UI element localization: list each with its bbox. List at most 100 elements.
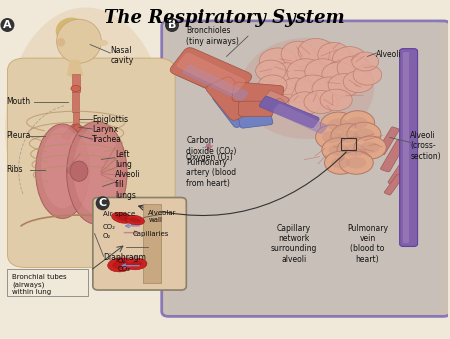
Text: CO₂: CO₂ xyxy=(103,224,116,230)
Text: Larynx: Larynx xyxy=(92,125,118,134)
FancyBboxPatch shape xyxy=(265,91,289,106)
Text: Alveoli: Alveoli xyxy=(376,50,402,59)
Text: Capillary
network
surrounding
alveoli: Capillary network surrounding alveoli xyxy=(270,223,317,264)
Ellipse shape xyxy=(295,75,331,101)
Ellipse shape xyxy=(129,261,143,267)
Text: O₂: O₂ xyxy=(118,258,126,264)
Ellipse shape xyxy=(328,119,349,131)
FancyBboxPatch shape xyxy=(381,140,406,172)
FancyBboxPatch shape xyxy=(7,58,175,267)
FancyBboxPatch shape xyxy=(259,96,319,128)
FancyBboxPatch shape xyxy=(177,53,245,93)
FancyBboxPatch shape xyxy=(143,204,161,283)
Text: A: A xyxy=(3,20,12,30)
Ellipse shape xyxy=(57,38,65,46)
Ellipse shape xyxy=(258,75,287,95)
Ellipse shape xyxy=(338,130,360,143)
FancyBboxPatch shape xyxy=(183,65,248,100)
FancyBboxPatch shape xyxy=(72,124,98,142)
FancyBboxPatch shape xyxy=(73,112,79,126)
FancyBboxPatch shape xyxy=(170,47,252,99)
Text: The Respiratory System: The Respiratory System xyxy=(104,9,345,27)
FancyBboxPatch shape xyxy=(177,59,253,104)
Text: Trachea: Trachea xyxy=(92,135,122,144)
Ellipse shape xyxy=(339,151,374,174)
FancyBboxPatch shape xyxy=(72,74,80,92)
Ellipse shape xyxy=(344,143,366,156)
FancyBboxPatch shape xyxy=(72,92,79,112)
Ellipse shape xyxy=(259,48,297,75)
Ellipse shape xyxy=(108,258,134,272)
Ellipse shape xyxy=(337,56,371,80)
Ellipse shape xyxy=(56,18,87,45)
Ellipse shape xyxy=(129,218,141,223)
Text: Left
lung: Left lung xyxy=(115,150,132,169)
Text: CO₂: CO₂ xyxy=(118,266,131,272)
Ellipse shape xyxy=(347,122,381,146)
Ellipse shape xyxy=(287,59,324,86)
Text: Nasal
cavity: Nasal cavity xyxy=(110,46,134,65)
FancyBboxPatch shape xyxy=(274,104,327,134)
Ellipse shape xyxy=(5,7,166,251)
Ellipse shape xyxy=(305,59,341,84)
Ellipse shape xyxy=(322,138,356,162)
Text: Alveoli
(cross-
section): Alveoli (cross- section) xyxy=(410,131,441,161)
Ellipse shape xyxy=(36,124,89,218)
FancyBboxPatch shape xyxy=(388,161,410,185)
Ellipse shape xyxy=(67,121,127,224)
Ellipse shape xyxy=(322,131,342,143)
FancyBboxPatch shape xyxy=(377,127,399,155)
Ellipse shape xyxy=(281,41,315,67)
Ellipse shape xyxy=(328,74,360,97)
Text: Bronchioles
(tiny airways): Bronchioles (tiny airways) xyxy=(186,26,239,46)
Ellipse shape xyxy=(256,60,286,82)
Text: Mouth: Mouth xyxy=(6,98,30,106)
Ellipse shape xyxy=(353,65,382,85)
Ellipse shape xyxy=(115,215,129,221)
FancyBboxPatch shape xyxy=(162,21,450,316)
Ellipse shape xyxy=(289,92,321,115)
Ellipse shape xyxy=(354,136,386,159)
FancyBboxPatch shape xyxy=(1,23,173,325)
Ellipse shape xyxy=(304,91,338,114)
Ellipse shape xyxy=(320,112,356,138)
Text: Air space: Air space xyxy=(103,211,135,217)
Text: C: C xyxy=(99,198,107,208)
Text: Diaphragm: Diaphragm xyxy=(104,253,146,262)
Ellipse shape xyxy=(346,157,366,168)
Ellipse shape xyxy=(343,71,374,93)
Text: Pleura: Pleura xyxy=(6,131,31,140)
Ellipse shape xyxy=(41,127,84,208)
Text: Oxygen (O₂): Oxygen (O₂) xyxy=(186,153,233,162)
FancyBboxPatch shape xyxy=(62,124,79,140)
FancyBboxPatch shape xyxy=(384,174,403,195)
Ellipse shape xyxy=(352,52,378,71)
FancyBboxPatch shape xyxy=(238,101,273,116)
Text: Alveolar
wall: Alveolar wall xyxy=(148,210,177,223)
FancyBboxPatch shape xyxy=(265,98,286,113)
Text: Capillaries: Capillaries xyxy=(133,231,169,237)
Ellipse shape xyxy=(322,62,356,86)
Ellipse shape xyxy=(347,117,368,129)
Ellipse shape xyxy=(298,39,334,64)
FancyBboxPatch shape xyxy=(232,82,284,105)
Text: Pulmonary
vein
(blood to
heart): Pulmonary vein (blood to heart) xyxy=(347,223,388,264)
Ellipse shape xyxy=(341,111,374,135)
Ellipse shape xyxy=(240,38,374,139)
Text: Bronchial tubes
(airways)
within lung: Bronchial tubes (airways) within lung xyxy=(12,274,67,295)
Ellipse shape xyxy=(70,161,88,181)
Ellipse shape xyxy=(269,63,305,88)
Ellipse shape xyxy=(337,137,373,163)
Text: B: B xyxy=(168,20,176,30)
Ellipse shape xyxy=(57,19,101,63)
Text: Epiglottis: Epiglottis xyxy=(92,115,129,124)
Ellipse shape xyxy=(73,126,120,214)
Text: Alveoli
fill
lungs: Alveoli fill lungs xyxy=(115,170,140,200)
FancyBboxPatch shape xyxy=(400,48,418,246)
FancyBboxPatch shape xyxy=(238,113,273,128)
Ellipse shape xyxy=(328,144,349,156)
Ellipse shape xyxy=(112,212,132,223)
Ellipse shape xyxy=(112,261,129,269)
Ellipse shape xyxy=(97,40,108,46)
Ellipse shape xyxy=(360,142,380,153)
